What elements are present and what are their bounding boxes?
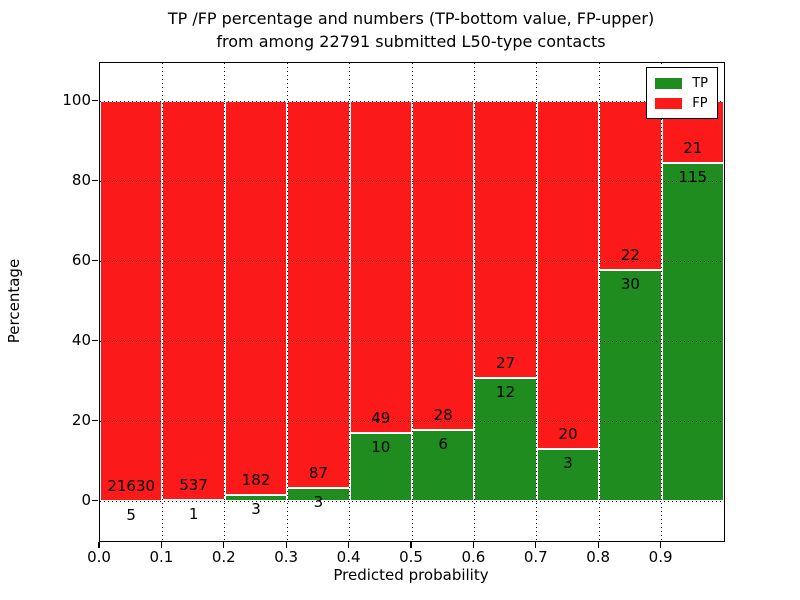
x-tick-label: 0.0 — [87, 548, 111, 566]
tp-bar-segment — [224, 494, 288, 501]
y-tick-label: 40 — [71, 331, 91, 349]
fp-legend-label: FP — [692, 95, 708, 111]
legend-row-tp: TP — [655, 73, 708, 93]
y-tick-mark — [92, 179, 98, 181]
tp-count-label: 30 — [620, 275, 640, 294]
x-tick-label: 0.6 — [461, 548, 486, 566]
x-tick-mark — [347, 542, 350, 548]
x-gridline — [286, 63, 288, 541]
fp-bar-segment — [349, 101, 412, 434]
x-tick-mark — [659, 542, 662, 548]
x-tick-mark — [597, 542, 599, 548]
legend-row-fp: FP — [655, 93, 708, 113]
chart-title-line1: TP /FP percentage and numbers (TP-bottom… — [167, 9, 655, 28]
tp-legend-swatch — [655, 77, 683, 89]
x-tick-mark — [285, 542, 287, 548]
x-tick-label: 0.7 — [523, 548, 548, 566]
x-tick-label: 0.2 — [211, 548, 236, 566]
x-tick-mark — [160, 542, 163, 548]
x-tick-label: 0.3 — [274, 548, 299, 566]
y-tick-mark — [92, 259, 98, 261]
chart-title-line2: from among 22791 submitted L50-type cont… — [216, 32, 606, 51]
tp-count-label: 3 — [251, 499, 261, 518]
x-gridline — [661, 63, 663, 541]
x-gridline — [161, 63, 163, 541]
fp-bar-segment — [599, 101, 662, 271]
y-tick-mark — [92, 499, 98, 501]
tp-count-label: 3 — [563, 453, 573, 472]
tp-count-label: 3 — [313, 492, 324, 511]
fp-count-label: 27 — [496, 353, 516, 372]
y-tick-label: 60 — [71, 251, 91, 269]
tp-bar-segment — [349, 433, 412, 501]
x-tick-label: 0.4 — [336, 548, 361, 566]
y-axis-label: Percentage — [5, 258, 23, 344]
fp-bar-segment — [287, 101, 350, 488]
tp-count-label: 6 — [438, 435, 448, 454]
x-tick-mark — [223, 542, 225, 548]
fp-bar-segment — [412, 101, 475, 431]
fp-count-label: 22 — [620, 246, 640, 265]
fp-count-label: 182 — [241, 470, 271, 489]
tp-legend-label: TP — [692, 75, 708, 91]
tp-bar-segment — [599, 270, 662, 501]
tp-bar-segment — [661, 162, 724, 501]
tp-count-label: 115 — [678, 167, 708, 186]
fp-count-label: 21630 — [107, 476, 156, 495]
fp-bar-segment — [474, 101, 537, 378]
y-tick-mark — [92, 99, 98, 101]
x-gridline — [598, 63, 600, 541]
fp-count-label: 21 — [683, 138, 703, 157]
tp-bar-segment — [412, 430, 475, 501]
y-tick-label: 80 — [71, 171, 91, 189]
tp-bar-segment — [536, 448, 600, 501]
fp-count-label: 20 — [558, 424, 578, 443]
tp-count-label: 12 — [496, 382, 516, 401]
tp-bar-segment — [474, 377, 537, 501]
x-gridline — [349, 63, 351, 541]
fp-count-label: 537 — [179, 476, 208, 495]
tp-bar-segment — [287, 487, 350, 501]
x-tick-label: 0.1 — [149, 548, 174, 566]
y-tick-mark — [92, 419, 98, 421]
x-gridline — [411, 63, 413, 541]
fp-legend-swatch — [655, 97, 683, 109]
x-tick-label: 0.9 — [648, 548, 673, 566]
x-tick-mark — [410, 542, 412, 548]
tp-count-label: 5 — [126, 505, 136, 524]
fp-bar-segment — [100, 101, 163, 501]
x-tick-label: 0.8 — [586, 548, 611, 566]
fp-count-label: 49 — [371, 409, 391, 428]
fp-count-label: 87 — [308, 463, 328, 482]
x-tick-mark — [472, 542, 475, 548]
chart-title: TP /FP percentage and numbers (TP-bottom… — [99, 7, 723, 53]
legend: TP FP — [646, 67, 718, 119]
x-tick-mark — [535, 542, 537, 548]
x-gridline — [536, 63, 538, 541]
fp-bar-segment — [162, 101, 225, 501]
y-tick-label: 20 — [71, 411, 91, 429]
x-tick-label: 0.5 — [399, 548, 423, 566]
y-tick-label: 0 — [81, 491, 91, 509]
tp-count-label: 10 — [371, 438, 391, 457]
x-gridline — [224, 63, 226, 541]
y-tick-label: 100 — [62, 91, 91, 109]
y-tick-mark — [92, 339, 98, 341]
fp-count-label: 28 — [433, 406, 453, 425]
plot-area: TP FP 21630 5 537 1 182 3 87 3 49 10 28 6 27 12 20 3 22 3… — [99, 62, 725, 542]
fp-bar-segment — [224, 101, 288, 495]
x-gridline — [473, 63, 475, 541]
x-axis-label: Predicted probability — [333, 566, 489, 584]
tp-count-label: 1 — [188, 505, 199, 524]
x-tick-mark — [98, 542, 100, 548]
fp-bar-segment — [536, 101, 600, 449]
